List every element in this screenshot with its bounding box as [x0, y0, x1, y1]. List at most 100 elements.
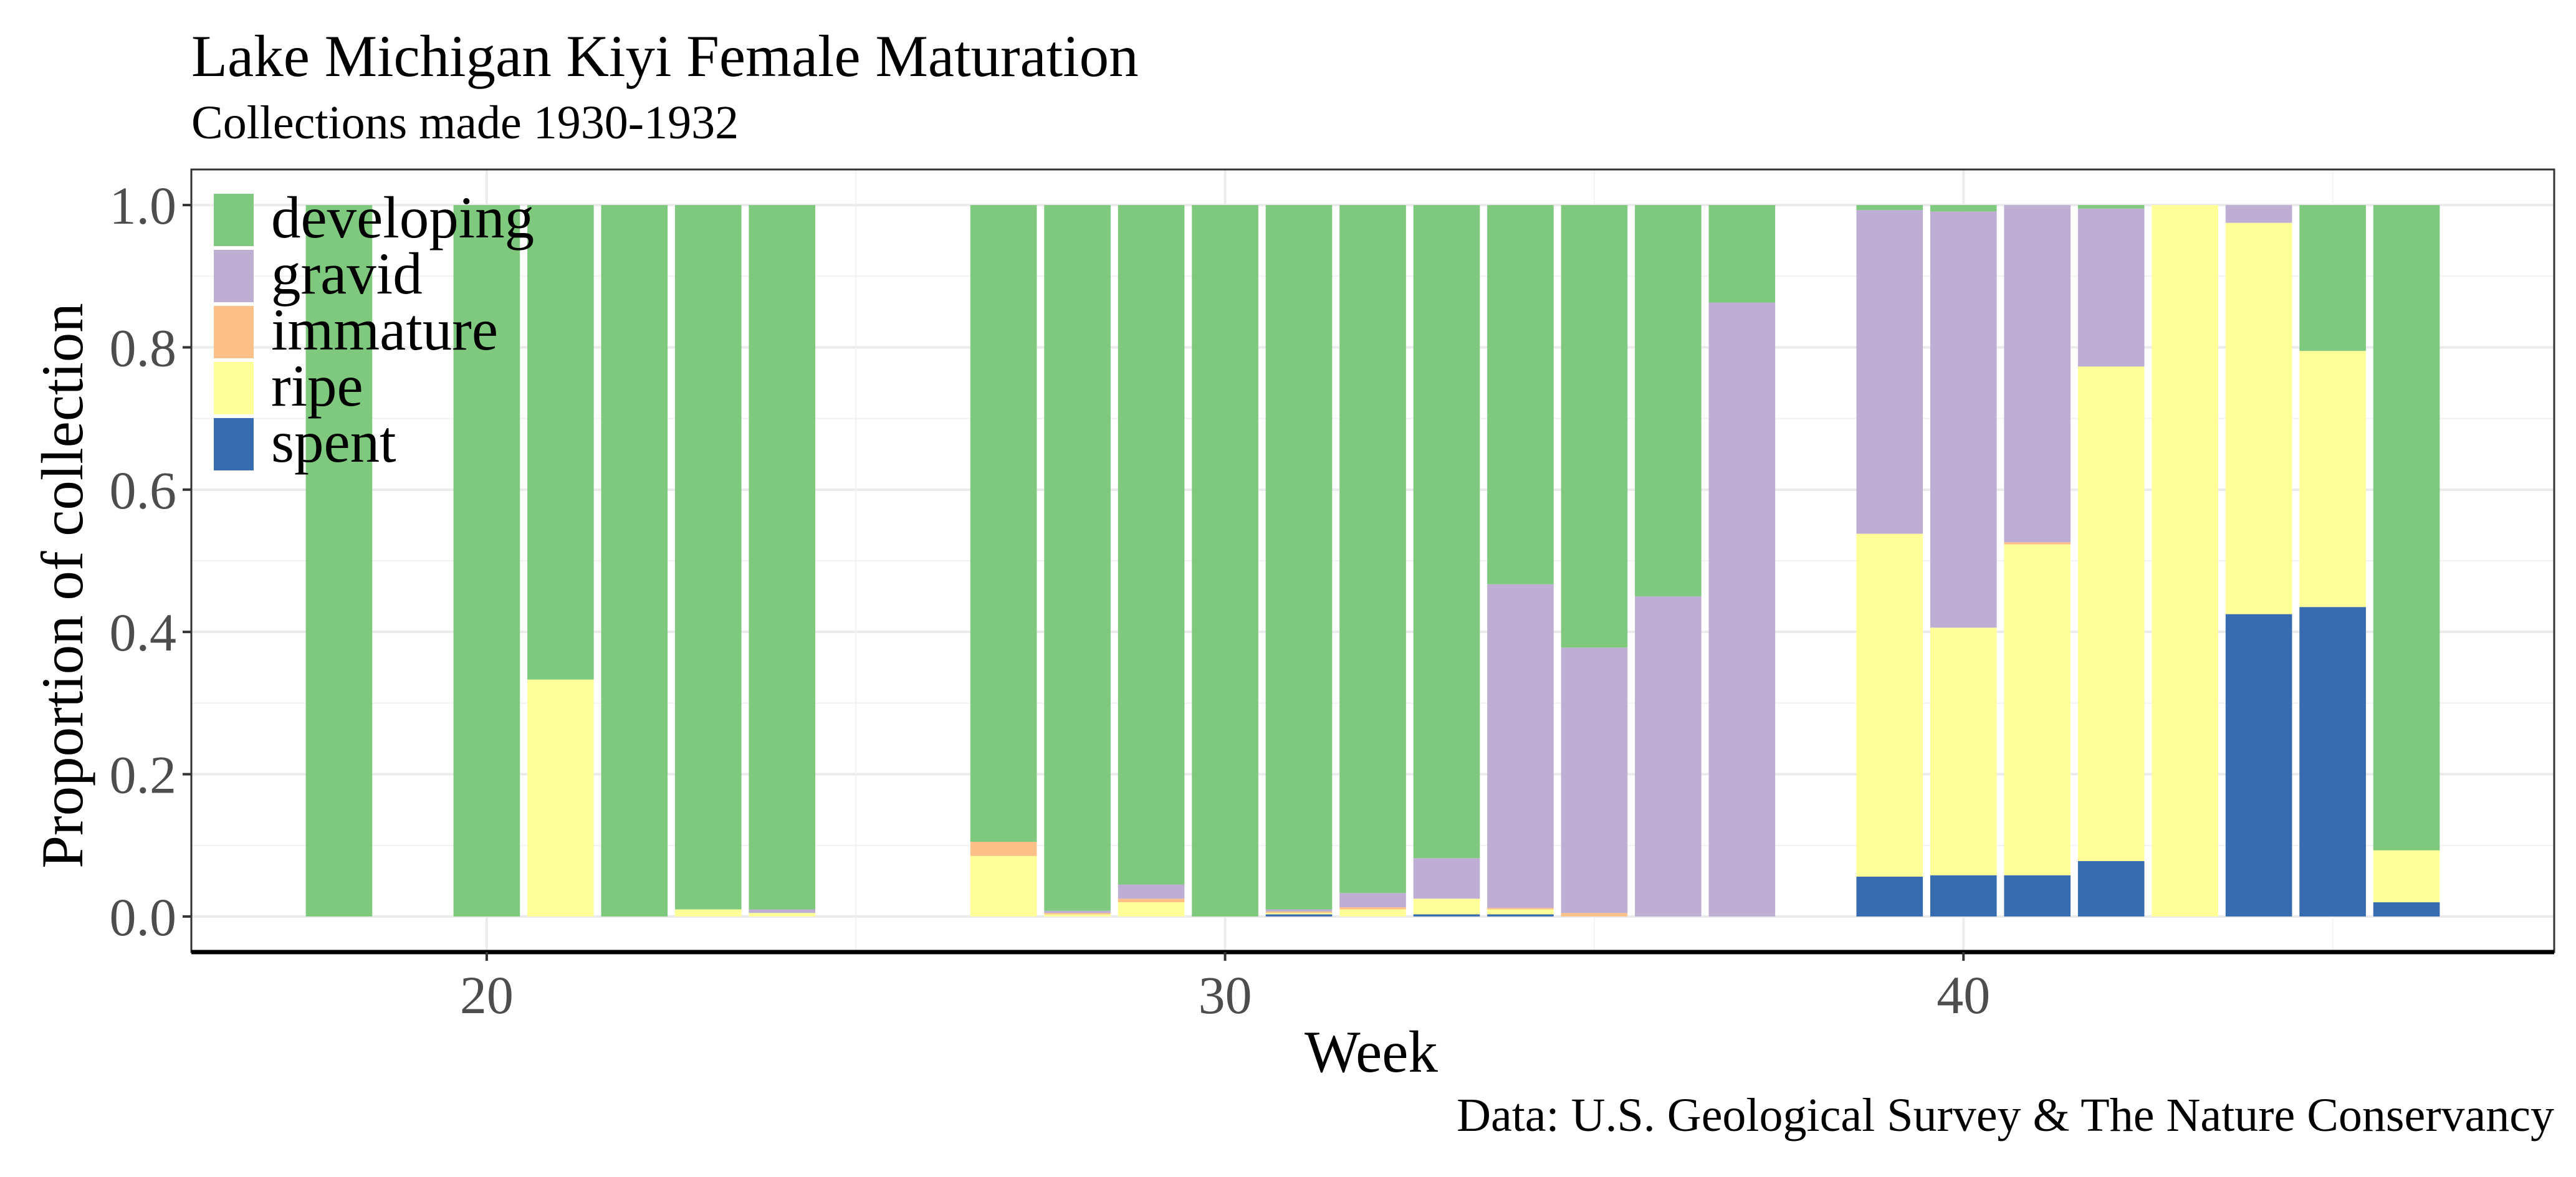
bar-segment-gravid — [2004, 205, 2071, 543]
bar-segment-developing — [305, 205, 373, 917]
bar-segment-ripe — [527, 679, 594, 917]
legend-key-gravid — [214, 250, 254, 302]
bar-segment-developing — [1487, 205, 1554, 584]
bar-segment-spent — [1487, 914, 1554, 917]
legend-key-immature — [214, 306, 254, 358]
bar-segment-ripe — [1265, 913, 1333, 915]
bar-week-33 — [1413, 205, 1480, 917]
bar-segment-ripe — [970, 855, 1037, 917]
bar-week-29 — [1118, 205, 1185, 917]
bar-segment-developing — [527, 205, 594, 680]
bar-week-44 — [2225, 205, 2292, 917]
bars-layer — [305, 205, 2440, 917]
bar-segment-developing — [970, 205, 1037, 842]
bar-segment-developing — [453, 205, 520, 917]
axes: 0.0 0.2 0.4 0.6 0.8 1.0 20 30 40 — [110, 168, 2555, 1025]
bar-segment-immature — [1265, 911, 1333, 913]
bar-segment-gravid — [1118, 884, 1185, 899]
bar-week-27 — [970, 205, 1037, 917]
bar-segment-spent — [2225, 614, 2292, 917]
bar-segment-ripe — [2077, 366, 2145, 861]
bar-segment-ripe — [1339, 909, 1406, 917]
bar-segment-developing — [1118, 205, 1185, 885]
x-axis-label: Week — [1305, 1019, 1438, 1085]
bar-segment-gravid — [1339, 893, 1406, 908]
bar-segment-developing — [1339, 205, 1406, 893]
bar-week-42 — [2077, 205, 2145, 917]
bar-segment-spent — [1930, 875, 1997, 917]
y-tick-label: 0.2 — [110, 745, 177, 805]
bar-segment-developing — [2299, 205, 2366, 351]
bar-segment-gravid — [1708, 302, 1776, 917]
bar-week-46 — [2373, 205, 2440, 917]
legend-label-ripe: ripe — [271, 353, 363, 419]
bar-segment-spent — [1413, 914, 1480, 917]
bar-segment-gravid — [1856, 210, 1923, 534]
bar-week-30 — [1192, 205, 1258, 917]
legend-key-developing — [214, 194, 254, 246]
legend-key-spent — [214, 418, 254, 470]
legend-item-gravid: gravid — [214, 241, 423, 307]
bar-week-20 — [453, 205, 520, 917]
bar-week-40 — [1930, 205, 1997, 917]
bar-segment-gravid — [2225, 205, 2292, 223]
bar-segment-ripe — [2299, 351, 2366, 608]
legend-item-spent: spent — [214, 409, 396, 475]
bar-week-37 — [1708, 205, 1776, 917]
bar-week-41 — [2004, 205, 2071, 917]
bar-week-45 — [2299, 205, 2366, 917]
y-tick-label: 0.0 — [110, 887, 177, 947]
bar-segment-immature — [1561, 913, 1628, 917]
y-axis-label: Proportion of collection — [29, 303, 95, 869]
bar-segment-gravid — [749, 909, 816, 913]
bar-segment-immature — [1339, 907, 1406, 910]
bar-segment-ripe — [2225, 222, 2292, 614]
bar-segment-gravid — [2077, 208, 2145, 367]
legend-item-ripe: ripe — [214, 353, 363, 419]
bar-segment-immature — [970, 842, 1037, 856]
bar-segment-ripe — [2373, 850, 2440, 903]
bar-segment-gravid — [1044, 910, 1111, 913]
bar-segment-developing — [1413, 205, 1480, 859]
bar-segment-gravid — [1930, 211, 1997, 628]
bar-segment-developing — [601, 205, 668, 917]
bar-segment-ripe — [1930, 627, 1997, 875]
bar-week-36 — [1635, 205, 1702, 917]
bar-segment-developing — [2077, 205, 2145, 209]
bar-segment-ripe — [1118, 902, 1185, 917]
bar-segment-developing — [1856, 205, 1923, 211]
bar-week-21 — [527, 205, 594, 917]
bar-segment-ripe — [1856, 533, 1923, 877]
bar-segment-developing — [1044, 205, 1111, 911]
chart-title: Lake Michigan Kiyi Female Maturation — [191, 23, 1139, 89]
bar-segment-ripe — [1413, 898, 1480, 915]
y-tick-label: 0.6 — [110, 460, 177, 520]
chart-caption: Data: U.S. Geological Survey & The Natur… — [1457, 1089, 2554, 1141]
bar-week-43 — [2152, 205, 2218, 917]
bar-segment-developing — [2373, 205, 2440, 851]
legend-label-gravid: gravid — [271, 241, 423, 307]
legend-item-developing: developing — [214, 184, 534, 250]
bar-segment-developing — [1930, 205, 1997, 212]
bar-segment-gravid — [1561, 647, 1628, 913]
bar-segment-gravid — [1265, 909, 1333, 912]
x-tick-label: 40 — [1937, 965, 1990, 1025]
bar-segment-spent — [2004, 875, 2071, 917]
bar-segment-ripe — [1044, 914, 1111, 917]
chart-subtitle: Collections made 1930-1932 — [191, 97, 739, 149]
bar-week-18 — [305, 205, 373, 917]
bar-segment-developing — [1192, 205, 1258, 917]
bar-segment-immature — [2004, 542, 2071, 545]
bar-segment-ripe — [1487, 909, 1554, 915]
legend-label-spent: spent — [271, 409, 396, 475]
bar-week-31 — [1265, 205, 1333, 917]
bar-segment-gravid — [1487, 584, 1554, 908]
bar-segment-immature — [1118, 898, 1185, 903]
bar-segment-spent — [2077, 860, 2145, 917]
bar-segment-developing — [1635, 205, 1702, 597]
bar-week-34 — [1487, 205, 1554, 917]
bar-segment-ripe — [674, 909, 742, 917]
bar-segment-ripe — [749, 913, 816, 917]
bar-segment-ripe — [2152, 205, 2218, 917]
